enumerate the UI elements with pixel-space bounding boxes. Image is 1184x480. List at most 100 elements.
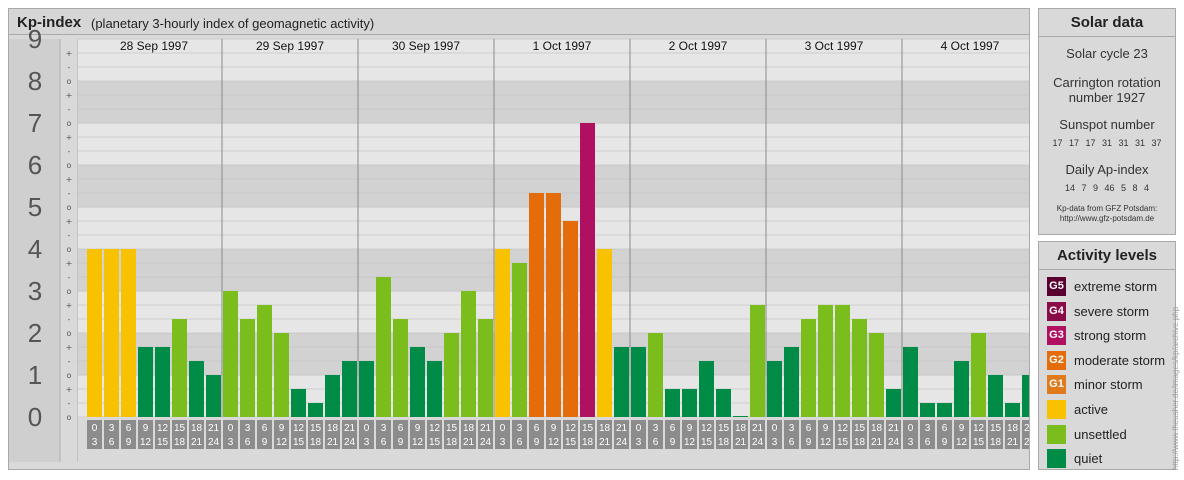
- interval-label-start: 9: [551, 423, 557, 434]
- image-credit-link[interactable]: http://www.theusher.de/images/kp/archive…: [1171, 306, 1180, 470]
- interval-label-start: 12: [157, 423, 169, 434]
- minor-mark: o: [67, 287, 72, 296]
- kp-bar: [631, 346, 646, 417]
- interval-label-start: 21: [480, 423, 492, 434]
- interval-label-start: 15: [582, 423, 594, 434]
- minor-mark: -: [68, 231, 71, 240]
- interval-label-start: 0: [92, 423, 98, 434]
- minor-mark: +: [66, 385, 73, 394]
- legend-swatch: G2: [1047, 350, 1066, 370]
- interval-label-end: 3: [772, 437, 778, 448]
- minor-mark: +: [66, 175, 73, 184]
- interval-box: [971, 420, 986, 449]
- kp-bar: [546, 193, 561, 417]
- legend-label: active: [1074, 402, 1108, 417]
- minor-mark: +: [66, 49, 73, 58]
- interval-label-end: 12: [548, 437, 560, 448]
- interval-box: [563, 420, 578, 449]
- interval-box: [427, 420, 442, 449]
- legend-swatch: [1047, 449, 1066, 469]
- interval-label-end: 3: [636, 437, 642, 448]
- solar-data-panel: Solar data Solar cycle 23 Carrington rot…: [1038, 8, 1176, 235]
- interval-label-end: 24: [752, 437, 764, 448]
- interval-label-start: 18: [327, 423, 339, 434]
- kp-bar: [1005, 403, 1020, 417]
- kp-bar: [716, 388, 731, 417]
- interval-box: [614, 420, 629, 449]
- interval-label-start: 12: [429, 423, 441, 434]
- interval-label-start: 6: [534, 423, 540, 434]
- y-tick-label: 4: [28, 234, 42, 264]
- interval-label-end: 12: [412, 437, 424, 448]
- kp-bar: [614, 346, 629, 417]
- kp-bar: [376, 277, 391, 417]
- interval-box: [869, 420, 884, 449]
- interval-label-end: 18: [990, 437, 1002, 448]
- interval-box: [206, 420, 221, 449]
- day-label: 30 Sep 1997: [392, 39, 460, 53]
- interval-label-start: 6: [806, 423, 812, 434]
- interval-label-start: 6: [126, 423, 132, 434]
- interval-label-start: 18: [191, 423, 203, 434]
- kp-bar: [852, 319, 867, 417]
- interval-box: [257, 420, 272, 449]
- interval-label-end: 18: [310, 437, 322, 448]
- interval-label-end: 21: [191, 437, 203, 448]
- interval-box: [291, 420, 306, 449]
- carrington-line-2: number 1927: [1068, 90, 1146, 105]
- interval-label-start: 12: [973, 423, 985, 434]
- y-tick-label: 0: [28, 402, 42, 432]
- interval-label-start: 15: [310, 423, 322, 434]
- kp-bar: [563, 220, 578, 417]
- chart-title-bar: Kp-index (planetary 3-hourly index of ge…: [9, 9, 1029, 35]
- interval-label-end: 6: [789, 437, 795, 448]
- interval-label-start: 3: [245, 423, 251, 434]
- interval-label-start: 18: [735, 423, 747, 434]
- interval-box: [631, 420, 646, 449]
- interval-label-start: 12: [293, 423, 305, 434]
- legend-label: quiet: [1074, 451, 1103, 467]
- kp-bar: [903, 346, 918, 417]
- kp-bar: [87, 249, 102, 417]
- kp-bar: [597, 249, 612, 417]
- chart-subtitle: (planetary 3-hourly index of geomagnetic…: [91, 16, 375, 31]
- interval-box: [682, 420, 697, 449]
- interval-label-end: 21: [871, 437, 883, 448]
- kp-bar: [257, 304, 272, 417]
- interval-label-end: 15: [565, 437, 577, 448]
- day-label: 1 Oct 1997: [533, 39, 592, 53]
- interval-label-start: 9: [959, 423, 965, 434]
- interval-box: [461, 420, 476, 449]
- interval-label-end: 24: [480, 437, 492, 448]
- data-source-link[interactable]: http://www.gfz-potsdam.de: [1059, 214, 1155, 223]
- interval-label-end: 9: [670, 437, 676, 448]
- interval-label-start: 21: [344, 423, 356, 434]
- y-axis-band: [9, 39, 60, 462]
- interval-box: [189, 420, 204, 449]
- legend-swatch: G1: [1047, 375, 1066, 395]
- interval-label-start: 15: [990, 423, 1002, 434]
- interval-box: [648, 420, 663, 449]
- minor-mark: o: [67, 245, 72, 254]
- minor-mark: -: [68, 105, 71, 114]
- minor-mark: +: [66, 91, 73, 100]
- kp-bar-chart: 0123456789o-+o-+o-+o-+o-+o-+o-+o-+o-+28 …: [9, 24, 1029, 462]
- interval-label-end: 12: [820, 437, 832, 448]
- interval-label-end: 6: [109, 437, 115, 448]
- chart-title: Kp-index: [17, 14, 82, 31]
- legend-label: strong storm: [1074, 328, 1147, 344]
- y-tick-label: 2: [28, 318, 42, 348]
- data-source-line-1: Kp-data from GFZ Potsdam:: [1056, 204, 1158, 213]
- kp-bar: [767, 361, 782, 417]
- interval-label-end: 6: [381, 437, 387, 448]
- kp-bar: [682, 388, 697, 417]
- minor-mark: -: [68, 147, 71, 156]
- interval-label-end: 24: [616, 437, 628, 448]
- interval-label-end: 15: [973, 437, 985, 448]
- interval-label-end: 18: [718, 437, 730, 448]
- kp-bar: [189, 361, 204, 417]
- kp-bar: [937, 403, 952, 417]
- minor-mark: +: [66, 217, 73, 226]
- interval-box: [767, 420, 782, 449]
- kp-bar: [699, 361, 714, 417]
